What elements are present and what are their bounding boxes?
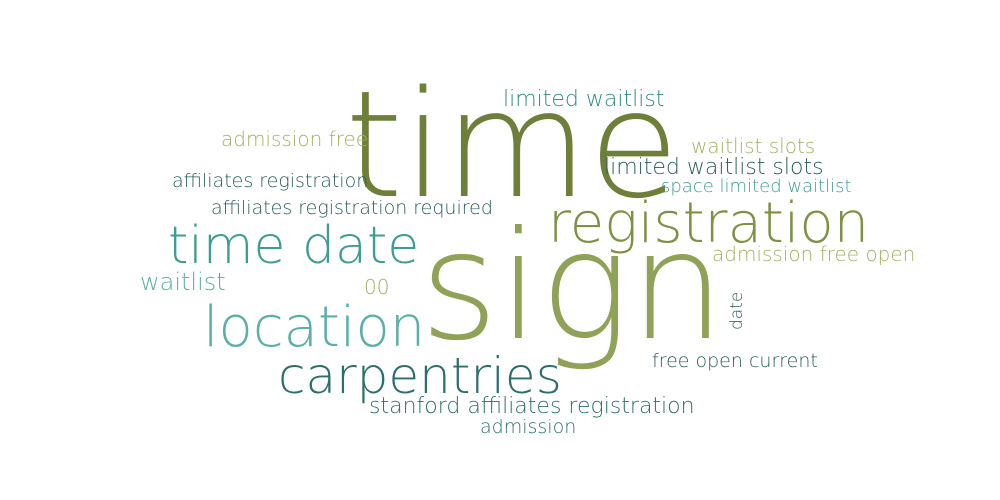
word-date: date xyxy=(727,292,747,330)
word-time: time xyxy=(345,59,679,231)
word-carpentries: carpentries xyxy=(278,347,562,405)
word-affiliates-registration-required: affiliates registration required xyxy=(211,197,493,219)
word-affiliates-registration: affiliates registration xyxy=(172,170,368,192)
word-location: location xyxy=(203,295,425,360)
word-waitlist: waitlist xyxy=(140,268,226,296)
word-admission: admission xyxy=(480,416,576,438)
word-admission-free-open: admission free open xyxy=(712,242,915,266)
word-00: 00 xyxy=(364,275,389,299)
word-limited-waitlist: limited waitlist xyxy=(503,87,664,112)
word-limited-waitlist-slots: limited waitlist slots xyxy=(604,155,824,180)
word-registration: registration xyxy=(548,191,869,256)
word-waitlist-slots: waitlist slots xyxy=(691,134,815,158)
word-time-date: time date xyxy=(168,216,419,276)
word-admission-free: admission free xyxy=(221,127,368,151)
word-stanford-affiliates-registration: stanford affiliates registration xyxy=(369,394,695,419)
word-space-limited-waitlist: space limited waitlist xyxy=(661,176,852,197)
word-sign: sign xyxy=(420,200,725,374)
word-free-open-current: free open current xyxy=(652,350,818,372)
